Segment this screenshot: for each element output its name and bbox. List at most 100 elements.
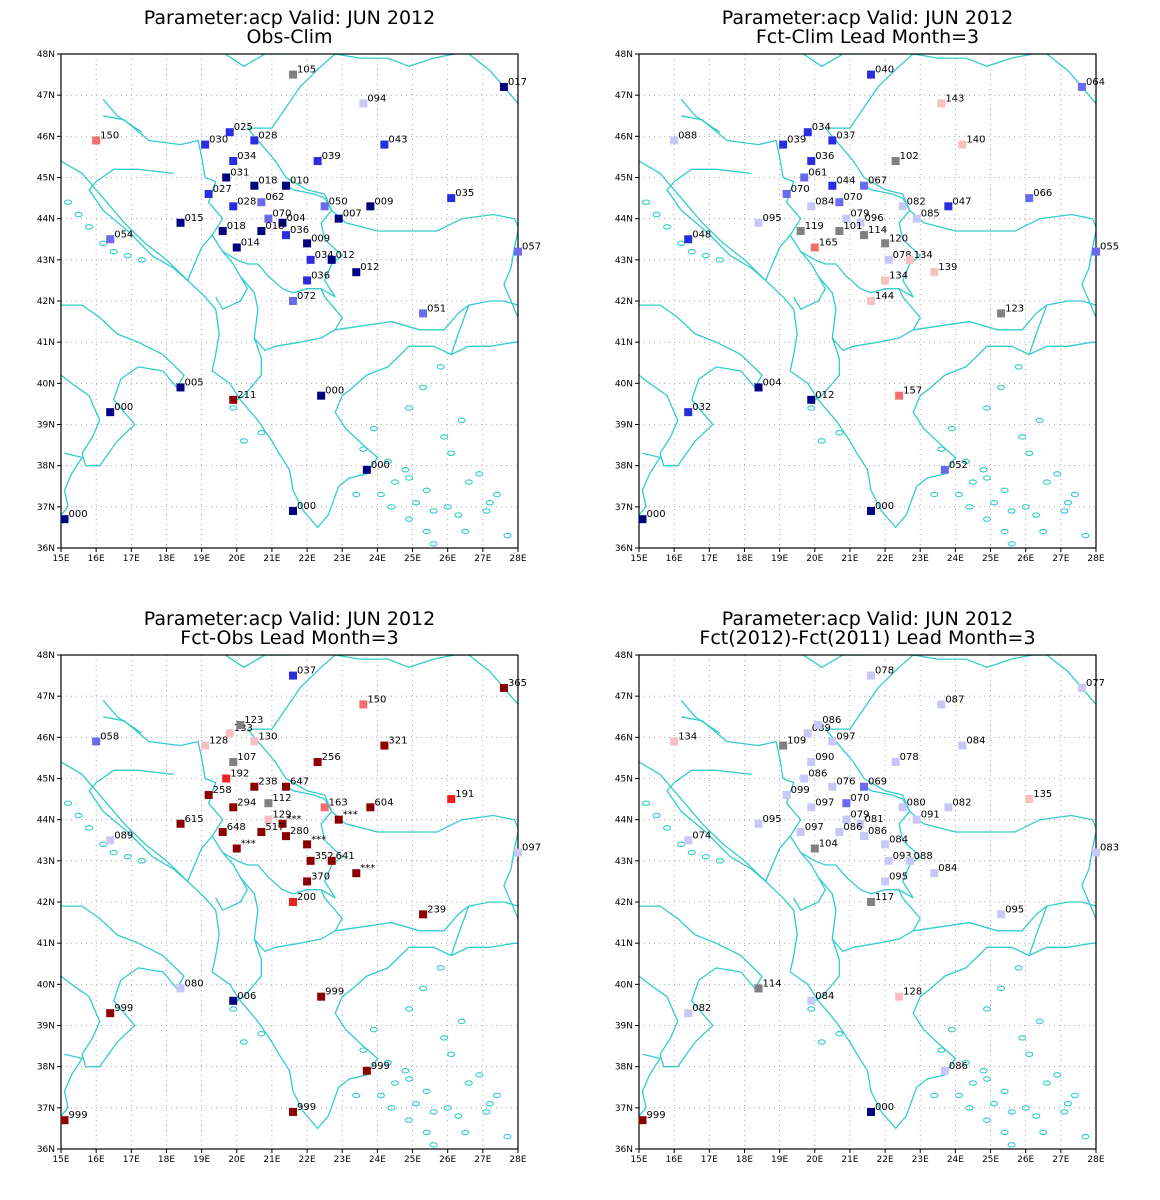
lat-tick-label: 47N [37,692,55,702]
island-outline [404,475,414,481]
island-outline [979,467,988,473]
station-marker [940,465,949,474]
station-value-label: 010 [290,176,309,187]
grid-lines [639,655,1096,1149]
station-marker [327,255,336,264]
lon-tick-label: 26E [1017,1155,1034,1165]
island-outline [663,825,672,831]
station-marker [218,828,227,837]
island-outline [1000,1129,1009,1136]
island-outline [990,1100,999,1107]
station-marker [905,856,914,865]
station-value-label: 027 [213,184,232,195]
island-outline [947,1026,956,1033]
coastline-path [913,300,1096,331]
island-outline [1018,434,1027,440]
station-value-label: *** [311,834,326,845]
station-marker [997,309,1006,318]
station-marker [229,395,238,404]
island-outline [835,1030,844,1037]
lat-tick-label: 39N [615,1022,633,1032]
lon-tick-label: 25E [982,1155,999,1165]
station-marker [803,729,812,738]
station-value-label: 070 [791,184,810,195]
island-outline [817,1039,826,1045]
station-marker [232,243,241,252]
island-outline [687,849,696,856]
coastline-path [246,728,333,812]
panel-title: Parameter:acp Valid: JUN 2012 [144,7,435,29]
station-marker [264,799,273,808]
island-outline [947,425,956,432]
station-value-label: *** [343,810,358,821]
island-outline [677,240,686,247]
lat-tick-label: 44N [37,816,55,826]
station-marker [912,815,921,824]
lon-tick-label: 17E [701,554,718,564]
island-outline [461,1129,470,1136]
island-outline [123,252,132,259]
coastlines [639,655,1096,1148]
station-marker [225,729,234,738]
lon-tick-label: 18E [158,1155,175,1165]
island-outline [954,1092,963,1099]
island-outline [930,1092,939,1099]
station-value-label: 097 [836,731,855,742]
station-value-label: 034 [315,250,334,261]
coastline-path [194,54,293,68]
station-value-label: 647 [290,777,309,788]
station-marker [303,877,312,886]
station-marker [779,140,788,149]
island-outline [422,487,431,494]
station-marker [958,741,967,750]
island-outline [457,417,466,424]
lat-tick-label: 36N [615,1145,633,1155]
station-value-label: 061 [808,168,827,179]
station-marker [912,214,921,223]
station-marker [684,235,693,244]
island-outline [404,1076,414,1082]
station-value-label: 088 [678,130,697,141]
lat-tick-label: 41N [37,939,55,949]
station-marker [281,231,290,240]
island-outline [1042,479,1051,485]
station-value-label: 000 [647,509,666,520]
coastline-path [800,852,900,895]
station-value-label: 044 [836,176,855,187]
station-marker [754,984,763,993]
station-value-label: 051 [427,303,446,314]
station-value-label: 238 [258,777,277,788]
coastline-path [61,160,518,529]
station-value-label: 018 [227,221,246,232]
island-outline [1042,1080,1051,1086]
station-value-label: 084 [815,991,834,1002]
island-outline [63,800,73,806]
station-marker [278,819,287,828]
lat-tick-label: 45N [37,174,55,184]
coastline-path [331,209,518,232]
station-value-label: 192 [230,769,249,780]
station-value-label: 096 [864,213,883,224]
station-value-label: 005 [185,377,204,388]
station-marker [278,218,287,227]
island-outline [404,1117,414,1123]
island-outline [464,479,473,485]
island-outline [440,434,449,440]
island-outline [359,446,368,452]
island-outline [982,475,992,481]
island-outline [1021,504,1030,510]
station-marker [898,202,907,211]
island-outline [475,471,484,477]
station-marker [684,408,693,417]
station-marker [638,1116,647,1125]
station-value-label: 077 [1086,678,1105,689]
coastlines [61,54,518,547]
coastline-path [825,54,914,129]
station-marker [281,181,290,190]
station-value-label: 086 [808,769,827,780]
island-outline [1018,1035,1027,1041]
station-marker [250,737,259,746]
island-outline [701,853,710,860]
coastline-path [825,655,914,730]
lon-tick-label: 17E [123,1155,140,1165]
